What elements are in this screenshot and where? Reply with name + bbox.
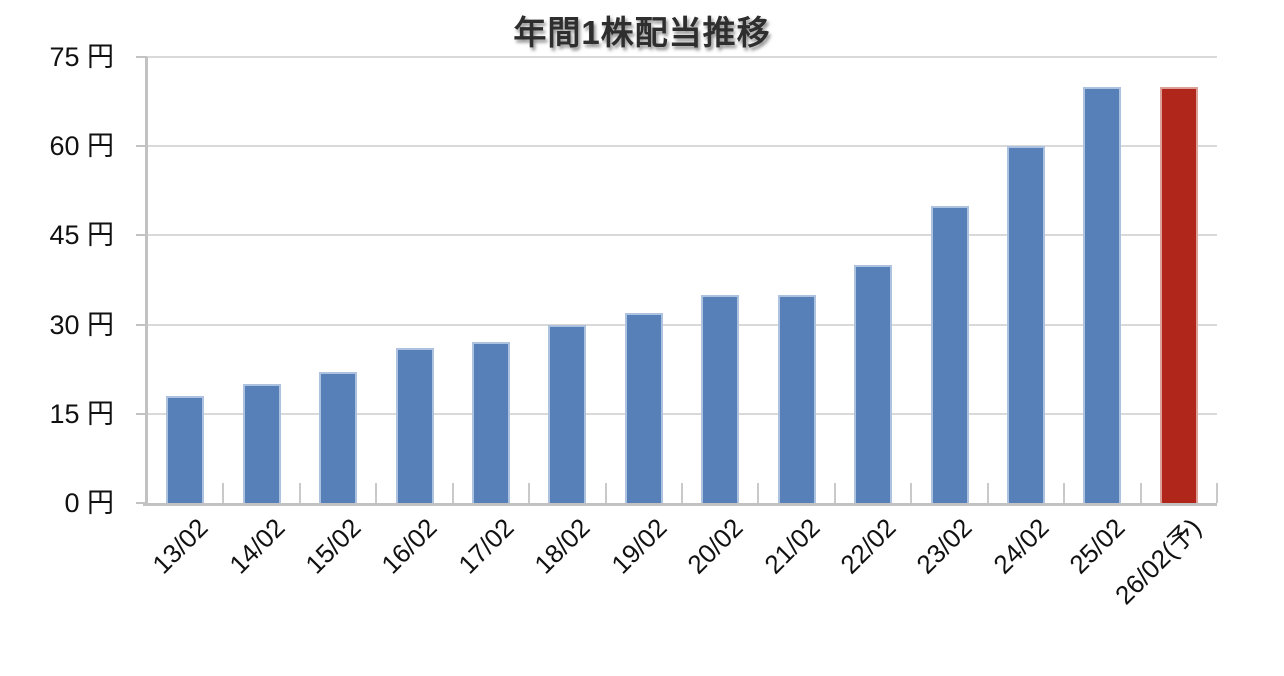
x-axis-tick: [1063, 483, 1066, 503]
bar: [624, 312, 663, 503]
bar: [242, 384, 281, 503]
y-axis-line: [145, 57, 148, 506]
bar: [395, 348, 434, 503]
x-axis-line: [143, 503, 1217, 506]
bar: [1006, 146, 1045, 503]
x-tick-label: 22/02: [834, 512, 902, 580]
y-tick-label: 15 円: [49, 398, 114, 429]
x-tick-label: 14/02: [222, 512, 291, 580]
x-tick-label: 20/02: [681, 512, 749, 580]
y-axis-tick: [136, 56, 147, 58]
bar: [701, 294, 740, 503]
x-axis-tick: [528, 483, 531, 503]
y-tick-label: 75 円: [49, 42, 114, 72]
y-tick-label: 45 円: [49, 220, 114, 251]
bar: [319, 372, 358, 503]
bar: [854, 265, 893, 503]
x-axis-tick: [757, 483, 760, 503]
y-tick-label: 60 円: [49, 131, 114, 162]
y-axis-tick: [136, 145, 147, 148]
x-axis-tick: [1216, 483, 1218, 503]
bar: [548, 324, 587, 503]
y-tick-label: 0 円: [64, 488, 114, 518]
x-axis-tick: [910, 483, 913, 503]
x-tick-label: 25/02: [1063, 512, 1131, 580]
bar: [777, 294, 816, 503]
x-axis-tick: [604, 483, 607, 503]
chart-title: 年間1株配当推移: [513, 14, 771, 51]
bar: [471, 342, 510, 503]
x-tick-label: 21/02: [757, 512, 826, 580]
x-tick-label: 16/02: [375, 512, 444, 580]
gridline: [147, 56, 1217, 58]
x-tick-label: 23/02: [910, 512, 979, 580]
gridline: [147, 145, 1217, 148]
y-axis-tick: [136, 234, 147, 237]
bar-forecast: [1159, 86, 1198, 503]
y-axis-tick: [136, 502, 147, 504]
x-axis-tick: [986, 483, 989, 503]
x-tick-label: 15/02: [299, 512, 367, 580]
y-axis-tick: [136, 412, 147, 415]
bar: [930, 205, 969, 503]
x-tick-label: 19/02: [605, 512, 673, 580]
x-axis-tick: [298, 483, 301, 503]
y-axis-tick: [136, 323, 147, 326]
x-axis-tick: [681, 483, 683, 503]
gridline: [147, 234, 1217, 237]
x-axis-tick: [375, 483, 378, 503]
x-axis-tick: [222, 483, 225, 503]
x-tick-label: 24/02: [987, 512, 1055, 580]
gridline: [147, 323, 1217, 326]
x-tick-label: 18/02: [528, 512, 596, 580]
bar: [166, 395, 205, 503]
gridline: [147, 412, 1217, 415]
y-tick-label: 30 円: [49, 309, 114, 340]
x-axis-tick: [833, 483, 836, 503]
x-axis-tick: [1139, 483, 1142, 503]
x-axis-tick: [451, 483, 454, 503]
bar: [1083, 86, 1122, 503]
x-tick-label: 13/02: [146, 512, 214, 580]
x-tick-label: 17/02: [452, 512, 520, 580]
